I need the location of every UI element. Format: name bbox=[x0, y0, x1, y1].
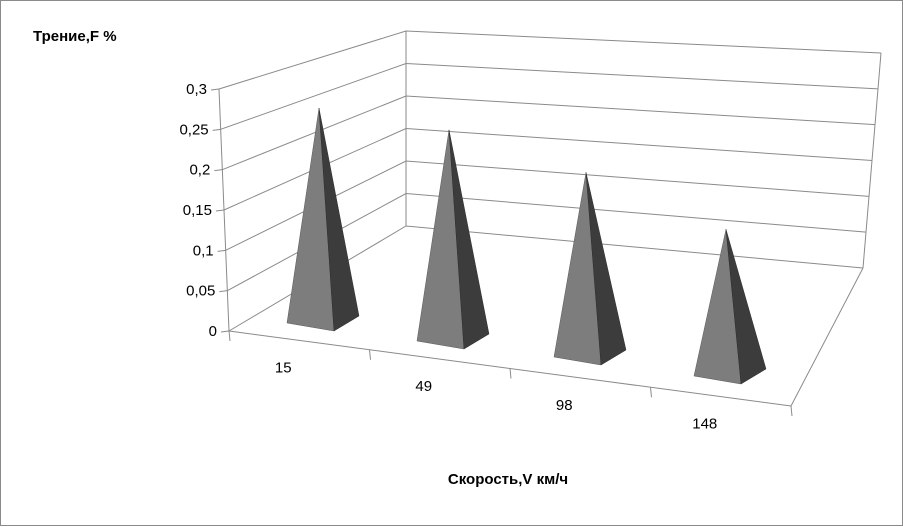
y-tick-mark bbox=[219, 290, 228, 293]
pyramid-side-face bbox=[725, 229, 767, 385]
x-tick-label: 98 bbox=[556, 397, 573, 414]
pyramid-side-face bbox=[318, 108, 360, 332]
y-tick-label: 0,15 bbox=[183, 202, 212, 219]
x-tick-labels: 15 49 98 148 bbox=[275, 359, 717, 432]
x-tick-label: 148 bbox=[692, 416, 717, 433]
side-wall-front-edge bbox=[218, 88, 230, 332]
y-tick-label: 0 bbox=[209, 323, 217, 340]
x-tick-mark bbox=[509, 368, 512, 379]
pyramid-bar bbox=[416, 129, 490, 350]
pyramid-bar bbox=[693, 229, 767, 385]
x-axis-title: Скорость,V км/ч bbox=[448, 471, 568, 488]
y-tick-label: 0,05 bbox=[186, 283, 215, 300]
y-tick-labels: 0 0,05 0,1 0,15 0,2 0,25 0,3 bbox=[179, 81, 217, 340]
y-tick-mark bbox=[210, 88, 220, 91]
y-tick-label: 0,1 bbox=[193, 242, 214, 259]
x-tick-mark bbox=[790, 405, 793, 417]
x-tick-label: 15 bbox=[275, 359, 292, 376]
y-tick-label: 0,25 bbox=[179, 121, 208, 138]
y-tick-mark bbox=[217, 249, 226, 252]
pyramid-bar bbox=[553, 172, 627, 366]
back-wall-right-edge bbox=[862, 52, 882, 269]
x-tick-label: 49 bbox=[415, 378, 432, 395]
gridline bbox=[218, 30, 882, 90]
y-tick-mark bbox=[215, 209, 225, 212]
y-tick-mark bbox=[220, 330, 230, 333]
floor-right-edge bbox=[790, 267, 864, 407]
x-tick-mark bbox=[228, 330, 231, 342]
y-tick-label: 0,2 bbox=[189, 162, 210, 179]
y-tick-label: 0,3 bbox=[186, 81, 207, 98]
pyramid-bar bbox=[286, 108, 360, 332]
y-tick-mark bbox=[214, 169, 223, 172]
pyramid-side-face bbox=[448, 129, 490, 350]
y-axis-title: Трение,F % bbox=[33, 28, 117, 45]
grid-layer bbox=[210, 30, 882, 417]
x-tick-mark bbox=[369, 349, 371, 360]
y-tick-mark bbox=[212, 128, 221, 131]
pyramid-side-face bbox=[585, 172, 627, 366]
pyramid-marks bbox=[286, 108, 767, 385]
x-tick-mark bbox=[650, 387, 652, 398]
